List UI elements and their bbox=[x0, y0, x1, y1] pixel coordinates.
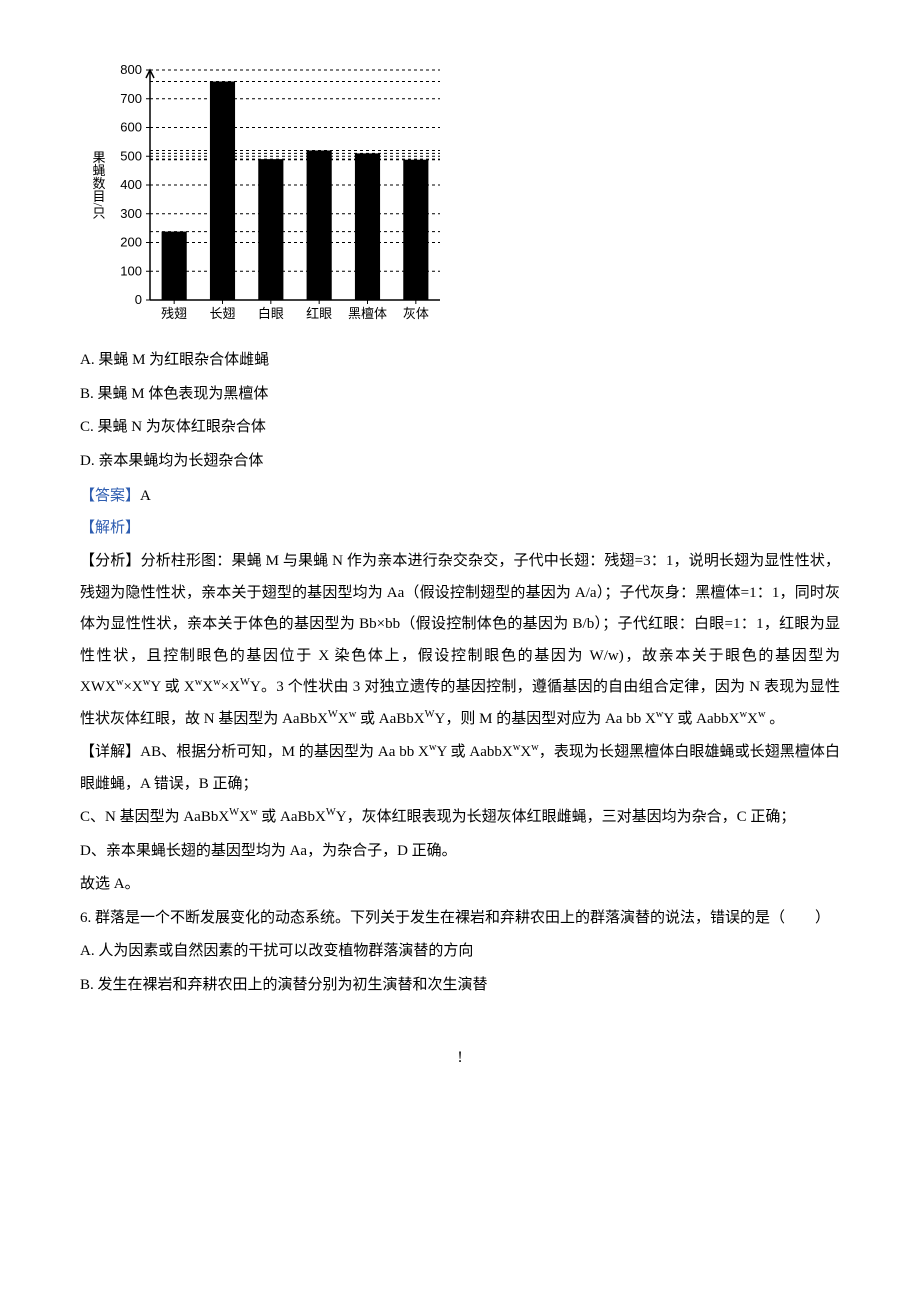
answer-value: A bbox=[140, 488, 151, 504]
fruit-fly-count-chart: 0 100 200 300 400 500 600 700 800 果蝇数目/只残翅 长翅 白眼 红眼 黑… bbox=[80, 60, 450, 330]
svg-text:100: 100 bbox=[120, 263, 142, 278]
svg-text:700: 700 bbox=[120, 91, 142, 106]
bar-chart-container: 0 100 200 300 400 500 600 700 800 果蝇数目/只残翅 长翅 白眼 红眼 黑… bbox=[80, 60, 840, 330]
svg-text:500: 500 bbox=[120, 148, 142, 163]
answer-options: A. 果蝇 M 为红眼杂合体雌蝇 B. 果蝇 M 体色表现为黑檀体 C. 果蝇 … bbox=[80, 345, 840, 477]
analysis-label: 【分析】 bbox=[80, 553, 141, 569]
option-b: B. 果蝇 M 体色表现为黑檀体 bbox=[80, 379, 840, 411]
q6-option-b: B. 发生在裸岩和弃耕农田上的演替分别为初生演替和次生演替 bbox=[80, 970, 840, 1002]
svg-text:400: 400 bbox=[120, 177, 142, 192]
svg-text:白眼: 白眼 bbox=[258, 306, 284, 321]
q6-option-a: A. 人为因素或自然因素的干扰可以改变植物群落演替的方向 bbox=[80, 936, 840, 968]
question-6: 6. 群落是一个不断发展变化的动态系统。下列关于发生在裸岩和弃耕农田上的群落演替… bbox=[80, 903, 840, 1002]
chart-svg: 0 100 200 300 400 500 600 700 800 果蝇数目/只残翅 长翅 白眼 红眼 黑… bbox=[80, 60, 450, 330]
svg-text:红眼: 红眼 bbox=[306, 306, 332, 321]
footer-mark: ! bbox=[80, 1041, 840, 1075]
detail-label: 【详解】 bbox=[80, 744, 140, 760]
q6-stem: 6. 群落是一个不断发展变化的动态系统。下列关于发生在裸岩和弃耕农田上的群落演替… bbox=[80, 903, 840, 935]
answer-line: 【答案】A bbox=[80, 481, 840, 513]
svg-text:长翅: 长翅 bbox=[209, 306, 235, 321]
svg-text:果蝇数目/只: 果蝇数目/只 bbox=[91, 151, 106, 220]
svg-text:黑檀体: 黑檀体 bbox=[348, 306, 387, 321]
analysis-text: 【分析】分析柱形图：果蝇 M 与果蝇 N 作为亲本进行杂交杂交，子代中长翅：残翅… bbox=[80, 546, 840, 735]
detail-c: C、N 基因型为 AaBbXWXw 或 AaBbXWY，灰体红眼表现为长翅灰体红… bbox=[80, 802, 840, 834]
svg-text:残翅: 残翅 bbox=[161, 306, 187, 321]
jiexi-label: 【解析】 bbox=[80, 513, 840, 545]
option-c: C. 果蝇 N 为灰体红眼杂合体 bbox=[80, 412, 840, 444]
svg-text:200: 200 bbox=[120, 235, 142, 250]
answer-label: 【答案】 bbox=[80, 488, 140, 504]
option-d: D. 亲本果蝇均为长翅杂合体 bbox=[80, 446, 840, 478]
detail-conclusion: 故选 A。 bbox=[80, 869, 840, 901]
analysis-section: 【分析】分析柱形图：果蝇 M 与果蝇 N 作为亲本进行杂交杂交，子代中长翅：残翅… bbox=[80, 546, 840, 735]
detail-d: D、亲本果蝇长翅的基因型均为 Aa，为杂合子，D 正确。 bbox=[80, 836, 840, 868]
svg-text:600: 600 bbox=[120, 120, 142, 135]
svg-text:灰体: 灰体 bbox=[403, 306, 429, 321]
option-a: A. 果蝇 M 为红眼杂合体雌蝇 bbox=[80, 345, 840, 377]
svg-text:800: 800 bbox=[120, 62, 142, 77]
svg-text:300: 300 bbox=[120, 206, 142, 221]
detail-section: 【详解】AB、根据分析可知，M 的基因型为 Aa bb XwY 或 AabbXw… bbox=[80, 737, 840, 901]
detail-ab: 【详解】AB、根据分析可知，M 的基因型为 Aa bb XwY 或 AabbXw… bbox=[80, 737, 840, 800]
svg-text:0: 0 bbox=[135, 292, 142, 307]
